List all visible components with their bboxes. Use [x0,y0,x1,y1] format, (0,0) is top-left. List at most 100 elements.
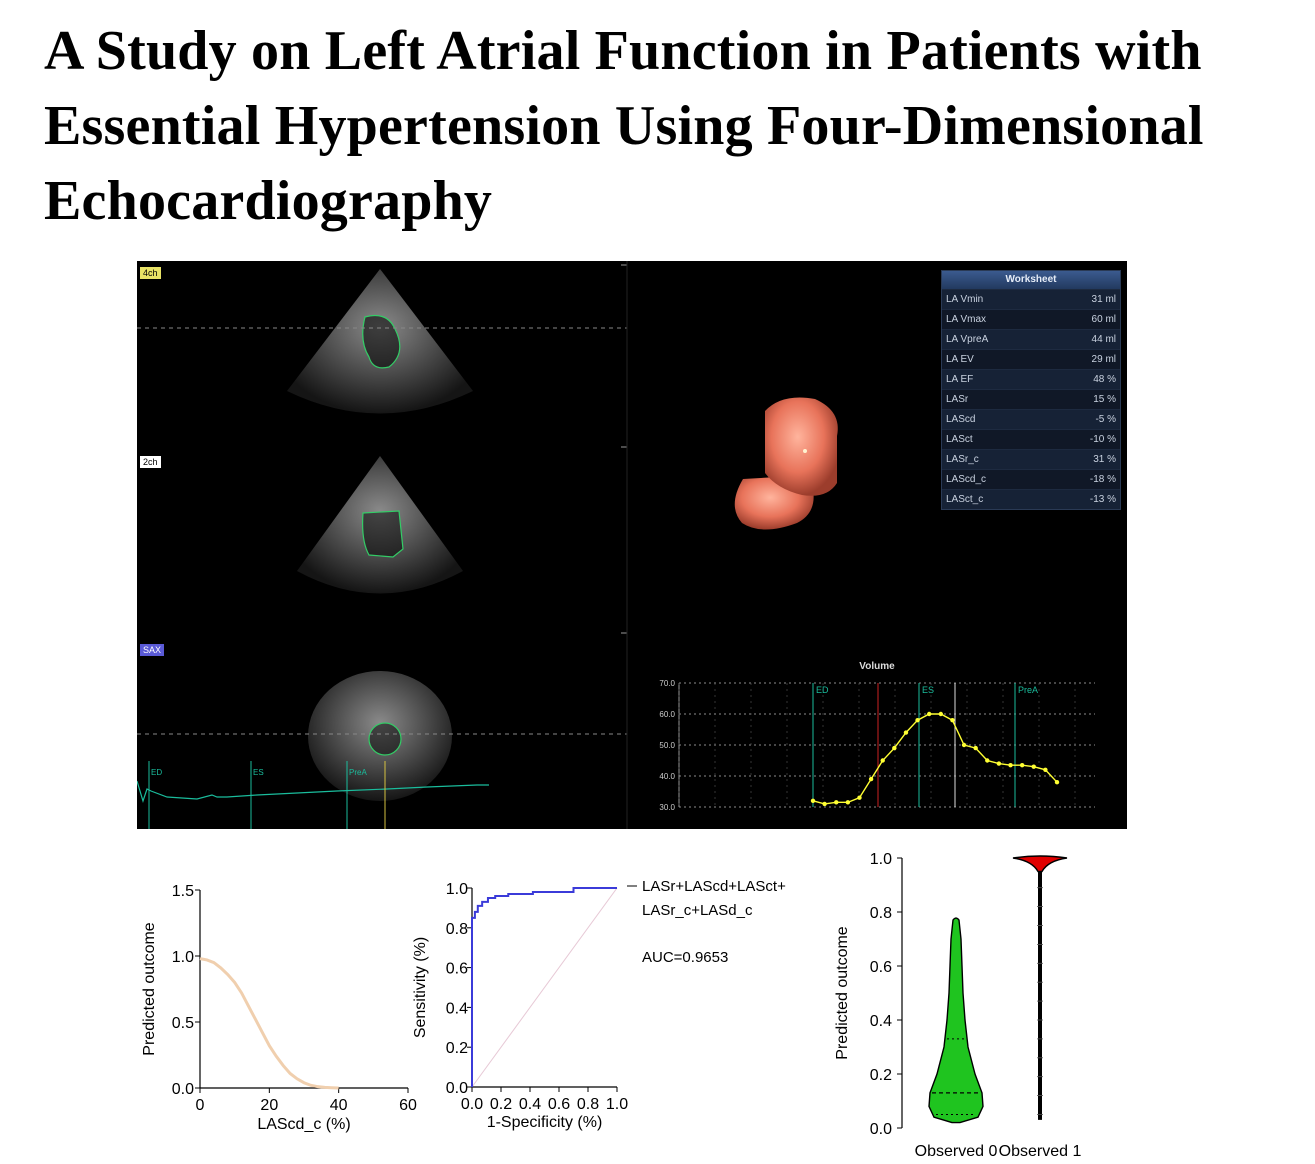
volume-data-point [926,711,932,717]
worksheet-row-value: -18 % [1089,474,1116,485]
x-tick-label: 0.4 [519,1096,541,1113]
volume-data-point [903,730,909,735]
echo-figure: ED ES PreA 4ch 2ch SAX Worksheet LA Vmin… [137,261,1127,829]
y-tick-label: 50.0 [659,741,675,750]
view-tag-4ch: 4ch [140,267,161,279]
y-tick-label: 0.8 [446,921,468,938]
paper-title: A Study on Left Atrial Function in Patie… [44,14,1294,239]
x-tick-label: 0.0 [461,1096,483,1113]
violin-observed-1 [1012,855,1068,873]
volume-data-point [868,776,874,782]
worksheet-row-label: LA Vmin [946,294,984,305]
view-tag-2ch: 2ch [140,456,161,468]
title-line-1: A Study on Left Atrial Function in Patie… [44,20,1202,82]
volume-data-point [857,795,862,800]
y-tick-label: 1.0 [172,949,194,966]
auc-label: AUC=0.9653 [642,949,728,966]
volume-data-point [973,745,978,751]
worksheet-row-value: 31 ml [1091,294,1116,305]
y-tick-label: 0.2 [870,1067,892,1084]
x-axis-label: LAScd_c (%) [257,1116,350,1133]
view-tag-sax: SAX [140,644,165,656]
roc-curve [471,887,617,1087]
y-tick-label: 30.0 [659,803,675,812]
title-line-3: Echocardiography [44,170,493,232]
y-axis-label: Sensitivity (%) [412,937,429,1038]
volume-data-point [915,718,920,723]
predicted-outcome-curve-chart: 0.0 0.5 1.0 1.5 0 20 40 60 LAScd_c (%) Predicted … [141,883,417,1133]
worksheet-row-label: LASct_c [946,494,984,505]
volume-marker-label: ED [816,685,829,695]
short-axis-la-contour [368,722,402,756]
worksheet-rows: LA Vmin 31 ml LA Vmax 60 ml LA VpreA 44 ml LA … [942,289,1120,509]
worksheet-title: Worksheet [942,271,1120,289]
worksheet-row-label: LA VpreA [946,334,989,345]
y-tick-label: 1.0 [870,851,892,868]
ecg-label-prea: PreA [349,768,367,777]
worksheet-row-label: LASr [946,394,969,405]
worksheet-row-label: LAScd [946,414,976,425]
y-tick-label: 0.0 [870,1121,892,1138]
volume-curve-chart: Volume 70.0 60.0 50.0 40.0 30.0 ED ES PreA [659,661,1095,812]
x-category-label: Observed 0 [915,1143,998,1160]
worksheet-row-label: LASr_c [946,454,979,465]
worksheet-row-label: LA EF [946,374,974,385]
y-tick-label: 0.6 [446,961,468,978]
worksheet-row-value: 44 ml [1091,334,1116,345]
volume-data-point [892,745,897,751]
worksheet-row: LA Vmax 60 ml [942,309,1120,329]
worksheet-row-label: LA Vmax [946,314,987,325]
worksheet-row-value: -10 % [1089,434,1116,445]
volume-data-point [822,801,827,807]
volume-marker-label: ES [922,685,934,695]
y-tick-label: 1.0 [446,881,468,898]
ecg-label-ed: ED [151,768,162,777]
volume-data-point [1054,780,1060,785]
y-tick-label: 40.0 [659,772,675,781]
y-tick-label: 0.4 [870,1013,892,1030]
worksheet-row-value: 29 ml [1091,354,1116,365]
worksheet-row: LA VpreA 44 ml [942,329,1120,349]
worksheet-row: LASr 15 % [942,389,1120,409]
worksheet-row: LAScd_c -18 % [942,469,1120,489]
ecg-label-es: ES [253,768,264,777]
x-tick-label: 0 [196,1097,205,1114]
worksheet-row-value: -13 % [1089,494,1116,505]
volume-data-point [1008,762,1013,768]
volume-data-point [845,800,851,805]
x-tick-label: 40 [330,1097,348,1114]
y-tick-label: 0.6 [870,959,892,976]
worksheet-row-value: -5 % [1095,414,1116,425]
volume-data-point [1031,764,1036,769]
volume-data-point [961,742,967,748]
volume-data-point [938,711,944,717]
y-tick-label: 70.0 [659,679,675,688]
y-tick-label: 60.0 [659,710,675,719]
four-chamber-la-contour [362,314,401,369]
worksheet-row: LA EV 29 ml [942,349,1120,369]
la-volume-render [734,397,838,530]
x-tick-label: 60 [399,1097,417,1114]
worksheet-row: LA Vmin 31 ml [942,289,1120,309]
chart-title: Volume [859,661,895,672]
violin-observed-0 [928,917,984,1124]
y-tick-label: 0.8 [870,905,892,922]
worksheet-row: LASct_c -13 % [942,489,1120,509]
y-tick-label: 0.5 [172,1015,194,1032]
volume-data-point [834,800,839,805]
volume-data-point [810,798,816,803]
y-tick-label: 0.4 [446,1000,468,1017]
legend-line-1: LASr+LAScd+LASct+ [642,878,786,895]
x-tick-label: 1.0 [606,1096,628,1113]
echo-views-svg: ED ES PreA [137,261,838,829]
volume-data-point [985,758,990,763]
x-tick-label: 0.6 [548,1096,570,1113]
two-chamber-la-contour [362,510,404,558]
y-axis-label: Predicted outcome [141,922,158,1056]
volume-data-point [950,718,955,723]
worksheet-row-label: LA EV [946,354,974,365]
worksheet-row: LASct -10 % [942,429,1120,449]
x-category-label: Observed 1 [999,1143,1082,1160]
x-tick-label: 0.8 [577,1096,599,1113]
worksheet-row-label: LASct [946,434,973,445]
